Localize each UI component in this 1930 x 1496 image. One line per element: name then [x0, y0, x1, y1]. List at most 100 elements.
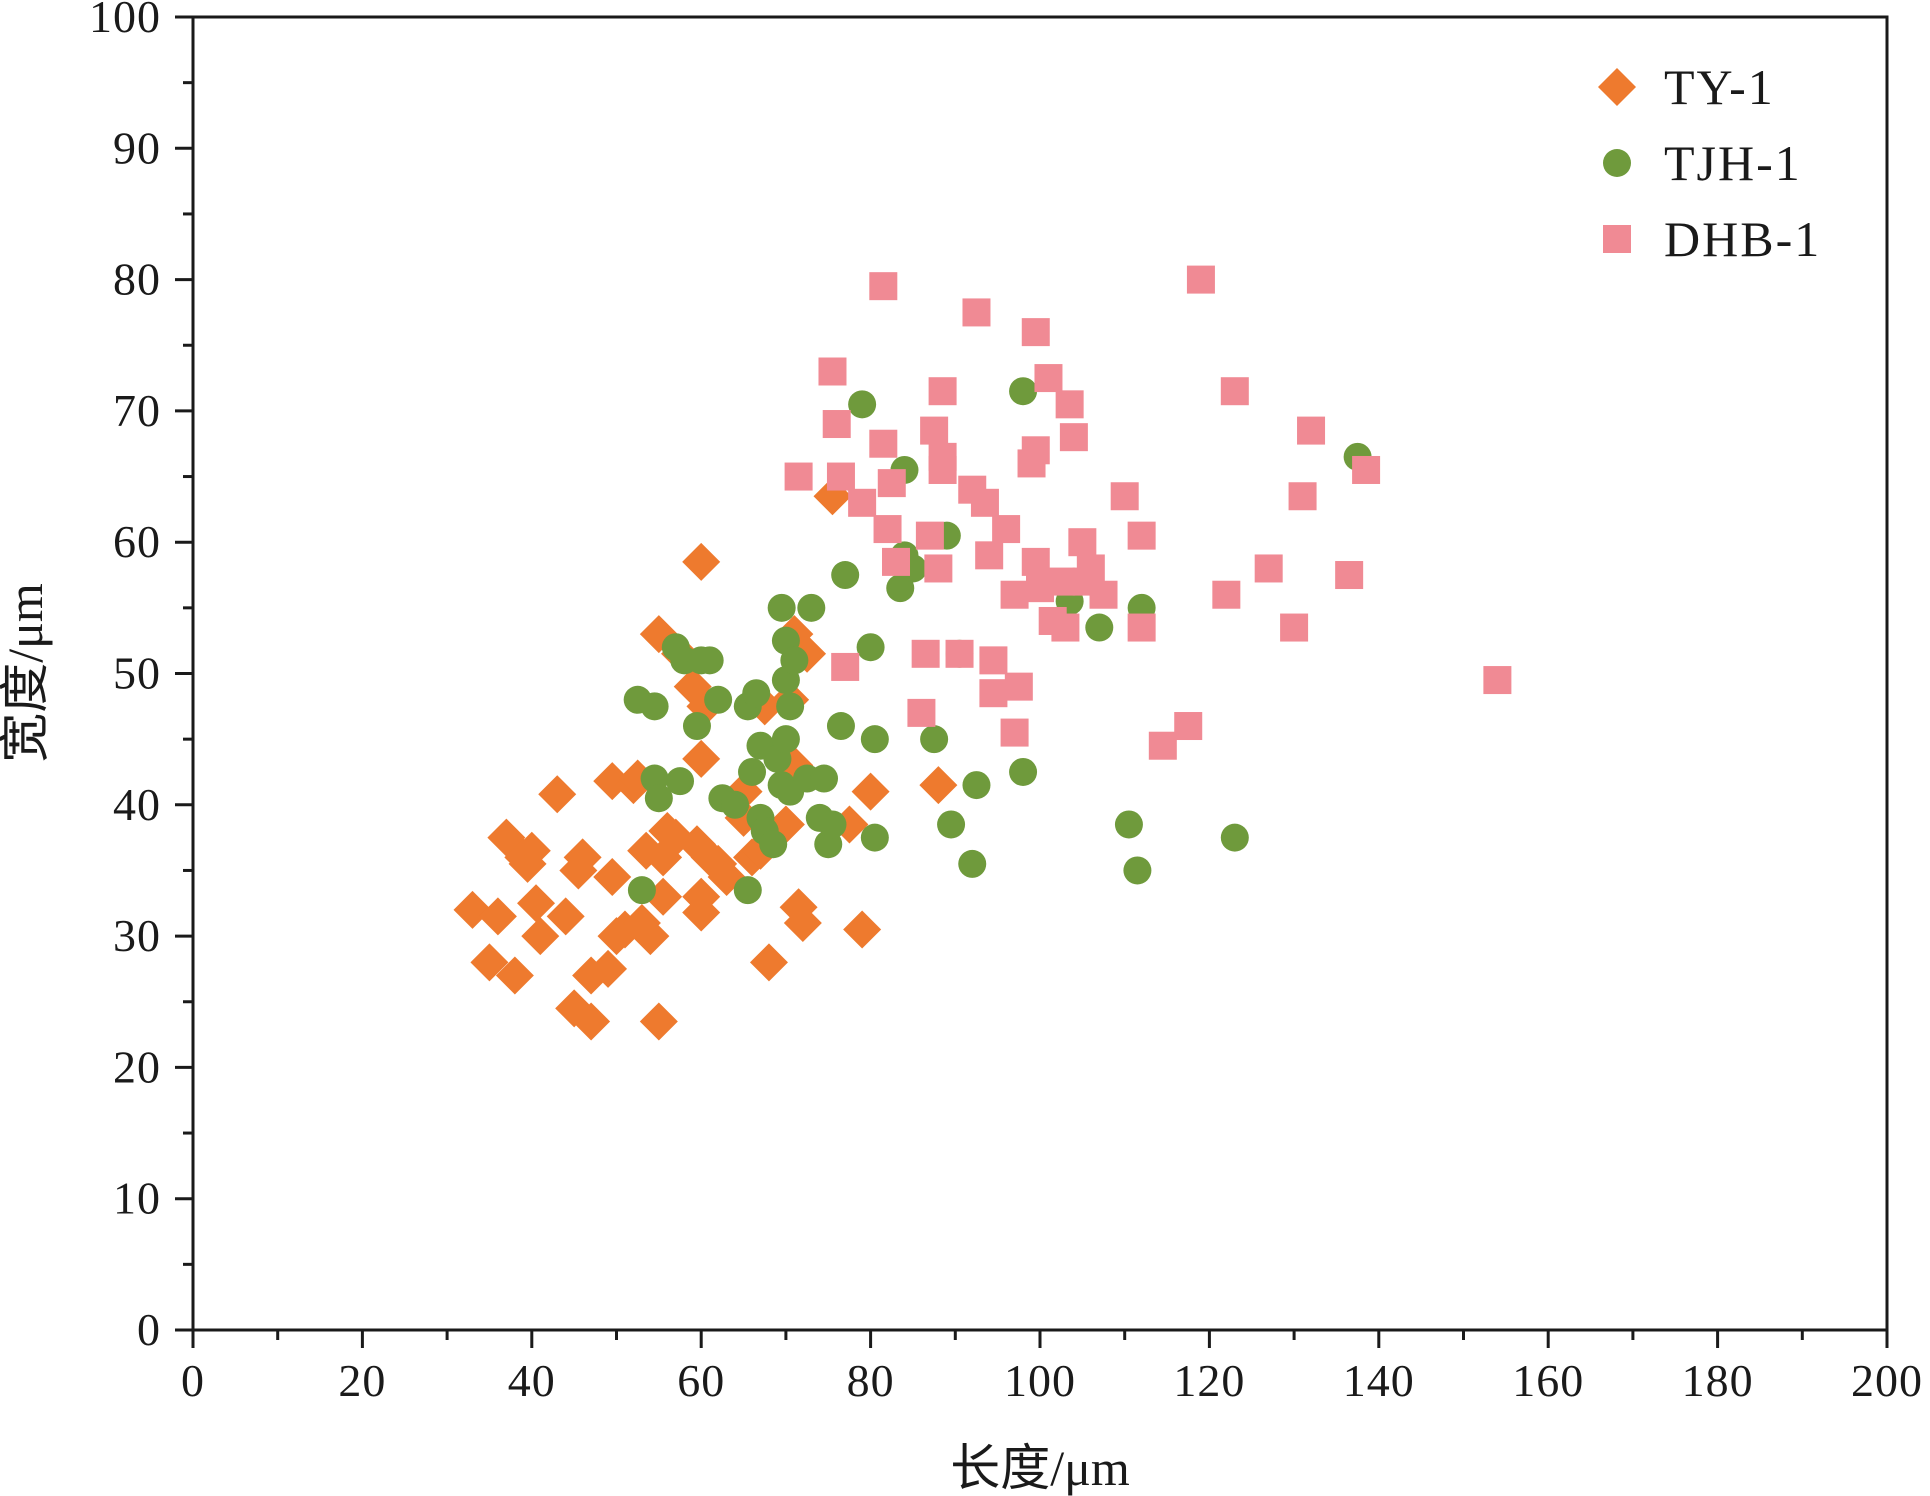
- y-tick-label: 10: [113, 1173, 161, 1224]
- data-point-TJH-1: [771, 725, 800, 754]
- series-DHB-1: [784, 265, 1512, 760]
- data-point-DHB-1: [1220, 377, 1249, 406]
- data-point-DHB-1: [848, 488, 877, 517]
- data-point-DHB-1: [1068, 528, 1097, 557]
- y-tick-label: 50: [113, 648, 161, 699]
- y-tick-label: 30: [113, 910, 161, 961]
- data-point-TJH-1: [1123, 856, 1152, 885]
- data-point-TJH-1: [644, 784, 673, 813]
- data-point-DHB-1: [826, 462, 855, 491]
- data-point-DHB-1: [1059, 423, 1088, 452]
- data-point-DHB-1: [831, 652, 860, 681]
- x-tick-label: 180: [1682, 1355, 1754, 1406]
- data-point-TJH-1: [767, 593, 796, 622]
- x-tick-label: 120: [1173, 1355, 1245, 1406]
- data-point-DHB-1: [1110, 482, 1139, 511]
- data-point-DHB-1: [1483, 666, 1512, 695]
- x-tick-label: 60: [677, 1355, 725, 1406]
- y-tick-label: 0: [137, 1304, 161, 1355]
- data-point-TJH-1: [831, 561, 860, 590]
- data-point-TJH-1: [666, 767, 695, 796]
- x-tick-label: 100: [1004, 1355, 1076, 1406]
- data-point-DHB-1: [979, 679, 1008, 708]
- data-point-DHB-1: [992, 515, 1021, 544]
- data-point-TJH-1: [742, 679, 771, 708]
- data-point-TY-1: [631, 917, 670, 956]
- data-point-DHB-1: [869, 272, 898, 301]
- data-point-TJH-1: [826, 712, 855, 741]
- y-tick-label: 80: [113, 254, 161, 305]
- x-tick-label: 80: [847, 1355, 895, 1406]
- data-point-TY-1: [478, 897, 517, 936]
- legend-label-TY-1: TY-1: [1664, 59, 1775, 115]
- data-point-TY-1: [563, 838, 602, 877]
- data-point-TJH-1: [704, 685, 733, 714]
- data-point-TJH-1: [759, 830, 788, 859]
- data-point-DHB-1: [975, 541, 1004, 570]
- data-point-DHB-1: [920, 416, 949, 445]
- data-point-TJH-1: [856, 633, 885, 662]
- data-points: [453, 265, 1512, 1041]
- data-point-TY-1: [919, 766, 958, 805]
- data-point-DHB-1: [924, 554, 953, 583]
- data-point-TJH-1: [1220, 823, 1249, 852]
- data-point-DHB-1: [945, 639, 974, 668]
- data-point-DHB-1: [907, 698, 936, 727]
- data-point-DHB-1: [1076, 554, 1105, 583]
- y-tick-label: 70: [113, 385, 161, 436]
- legend-marker-DHB-1: [1603, 225, 1631, 253]
- data-point-TJH-1: [848, 390, 877, 419]
- data-point-TJH-1: [1009, 377, 1038, 406]
- data-point-TJH-1: [860, 725, 889, 754]
- data-point-DHB-1: [1021, 547, 1050, 576]
- data-point-TJH-1: [640, 692, 669, 721]
- y-tick-label: 40: [113, 779, 161, 830]
- data-point-TY-1: [512, 831, 551, 870]
- data-point-DHB-1: [1212, 580, 1241, 609]
- data-point-TY-1: [851, 772, 890, 811]
- data-point-DHB-1: [915, 521, 944, 550]
- plot-frame: [191, 15, 1889, 1332]
- data-point-DHB-1: [1335, 561, 1364, 590]
- data-point-DHB-1: [882, 547, 911, 576]
- legend-label-DHB-1: DHB-1: [1664, 211, 1821, 267]
- y-tick-label: 100: [89, 0, 161, 42]
- data-point-DHB-1: [818, 357, 847, 386]
- data-point-DHB-1: [1254, 554, 1283, 583]
- data-point-TJH-1: [780, 646, 809, 675]
- y-axis-title: 宽度/μm: [0, 583, 53, 763]
- data-point-TY-1: [843, 910, 882, 949]
- data-point-TY-1: [517, 884, 556, 923]
- data-point-DHB-1: [1280, 613, 1309, 642]
- data-point-DHB-1: [1297, 416, 1326, 445]
- data-point-TJH-1: [695, 646, 724, 675]
- data-point-TY-1: [589, 949, 628, 988]
- data-point-DHB-1: [1127, 521, 1156, 550]
- x-tick-label: 40: [508, 1355, 556, 1406]
- y-tick-label: 90: [113, 122, 161, 173]
- data-point-DHB-1: [1000, 718, 1029, 747]
- data-point-TY-1: [470, 943, 509, 982]
- data-point-TY-1: [593, 858, 632, 897]
- data-point-TJH-1: [962, 771, 991, 800]
- data-point-DHB-1: [1000, 580, 1029, 609]
- legend: TY-1 TJH-1 DHB-1: [1598, 59, 1821, 267]
- data-point-DHB-1: [1021, 436, 1050, 465]
- data-point-DHB-1: [979, 646, 1008, 675]
- data-point-TJH-1: [860, 823, 889, 852]
- data-point-DHB-1: [1021, 318, 1050, 347]
- legend-label-TJH-1: TJH-1: [1664, 135, 1802, 191]
- data-point-DHB-1: [1089, 580, 1118, 609]
- legend-marker-TY-1: [1598, 68, 1636, 106]
- data-point-TJH-1: [627, 876, 656, 905]
- data-point-DHB-1: [1055, 390, 1084, 419]
- x-tick-label: 140: [1343, 1355, 1415, 1406]
- data-point-TY-1: [538, 775, 577, 814]
- x-tick-label: 20: [338, 1355, 386, 1406]
- data-point-DHB-1: [1047, 567, 1076, 596]
- data-point-DHB-1: [962, 298, 991, 327]
- data-point-TY-1: [682, 739, 721, 778]
- x-tick-label: 0: [181, 1355, 205, 1406]
- data-point-TJH-1: [797, 593, 826, 622]
